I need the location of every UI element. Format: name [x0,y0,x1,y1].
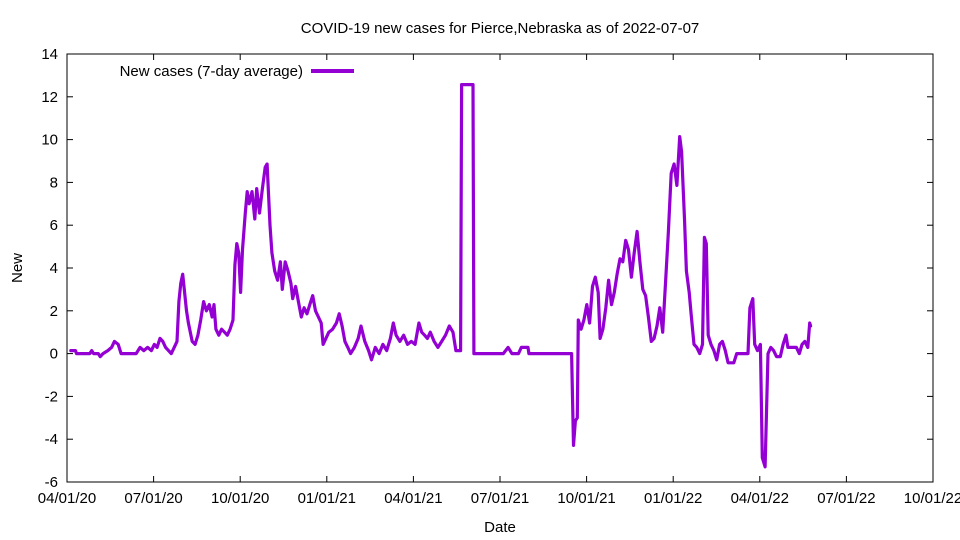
y-tick-label: 10 [41,132,58,149]
legend-label-series-0: New cases (7-day average) [120,63,303,80]
y-tick-label: -2 [45,388,58,405]
series-line-0 [69,82,813,469]
y-axis-label: New [9,253,26,283]
x-tick-label: 04/01/22 [731,490,789,507]
x-tick-label: 10/01/21 [557,490,615,507]
x-tick-label: 07/01/21 [471,490,529,507]
x-tick-label: 04/01/21 [384,490,442,507]
y-tick-label: 12 [41,89,58,106]
chart-title: COVID-19 new cases for Pierce,Nebraska a… [301,20,700,37]
plot-frame-border [66,53,934,483]
x-axis-label: Date [484,519,516,536]
y-tick-label: 4 [50,260,58,277]
x-tick-label: 10/01/20 [211,490,269,507]
y-tick-label: -6 [45,474,58,491]
x-tick-label: 01/01/21 [298,490,356,507]
series-lines [69,82,813,469]
plot-frame [66,53,934,483]
x-tick-label: 01/01/22 [644,490,702,507]
y-axis: -6 -4 -2 0 2 4 6 8 10 12 14 [41,46,933,491]
y-tick-label: 8 [50,174,58,191]
x-axis: 04/01/20 07/01/20 10/01/20 01/01/21 04/01/21… [38,54,960,507]
x-tick-label: 04/01/20 [38,490,96,507]
x-tick-label: 10/01/22 [904,490,960,507]
y-tick-label: 2 [50,303,58,320]
y-tick-label: 0 [50,346,58,363]
legend: New cases (7-day average) [120,63,354,80]
y-tick-label: -4 [45,431,58,448]
x-tick-label: 07/01/22 [817,490,875,507]
y-tick-label: 6 [50,217,58,234]
y-tick-label: 14 [41,46,58,63]
x-tick-label: 07/01/20 [124,490,182,507]
